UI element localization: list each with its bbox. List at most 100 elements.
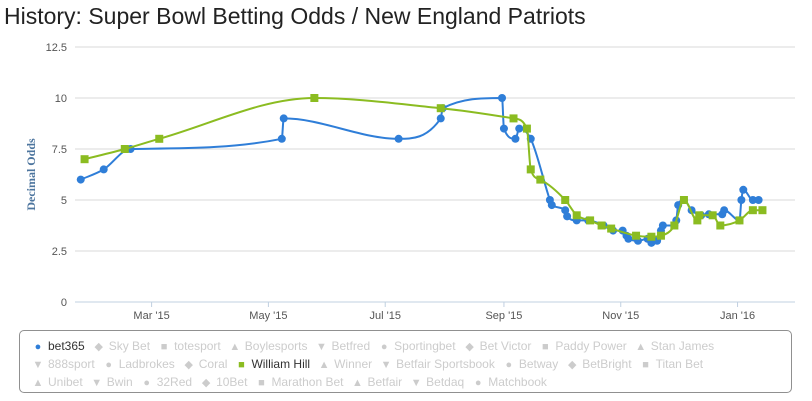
data-point-william-hill[interactable] — [632, 231, 641, 240]
data-point-bet365[interactable] — [76, 175, 85, 184]
legend-item-ladbrokes[interactable]: ● Ladbrokes — [101, 355, 174, 374]
legend-marker-icon: ■ — [258, 377, 265, 389]
data-point-william-hill[interactable] — [748, 206, 757, 215]
data-point-bet365[interactable] — [277, 134, 286, 143]
legend-item-unibet[interactable]: ▲ Unibet — [30, 373, 83, 392]
data-point-bet365[interactable] — [739, 185, 748, 194]
legend-item-sportingbet[interactable]: ● Sportingbet — [376, 337, 456, 356]
data-point-william-hill[interactable] — [80, 155, 89, 164]
legend-item-label: Titan Bet — [655, 357, 704, 371]
data-point-bet365[interactable] — [658, 221, 667, 230]
data-point-bet365[interactable] — [561, 206, 570, 215]
legend-item-betfair-sportsbook[interactable]: ▼ Betfair Sportsbook — [378, 355, 495, 374]
legend-item-label: Betway — [518, 357, 559, 371]
legend-item-titan-bet[interactable]: ■ Titan Bet — [638, 355, 704, 374]
data-point-william-hill[interactable] — [586, 216, 595, 225]
data-point-bet365[interactable] — [279, 114, 288, 123]
data-point-william-hill[interactable] — [693, 216, 702, 225]
x-tick-label: Jan '16 — [720, 310, 755, 322]
data-point-bet365[interactable] — [498, 94, 507, 102]
data-point-bet365[interactable] — [499, 124, 508, 133]
data-point-william-hill[interactable] — [155, 134, 164, 143]
legend-item-william-hill[interactable]: ■ William Hill — [233, 355, 310, 374]
legend-item-bet365[interactable]: ● bet365 — [30, 337, 85, 356]
legend-marker-icon: ■ — [238, 359, 245, 371]
legend-item-888sport[interactable]: ▼ 888sport — [30, 355, 95, 374]
legend-marker-icon: ▲ — [635, 341, 647, 353]
legend-item-betfred[interactable]: ▼ Betfred — [313, 337, 370, 356]
data-point-william-hill[interactable] — [656, 231, 665, 240]
data-point-william-hill[interactable] — [509, 114, 518, 123]
legend-item-boylesports[interactable]: ▲ Boylesports — [227, 337, 307, 356]
data-point-bet365[interactable] — [547, 201, 556, 210]
legend-marker-icon: ◆ — [201, 377, 211, 389]
data-point-bet365[interactable] — [99, 165, 108, 174]
legend-item-betfair[interactable]: ▲ Betfair — [349, 373, 402, 392]
legend-row: ● bet365 ◆ Sky Bet ■ totesport ▲ Boylesports ▼ Be… — [30, 337, 785, 355]
chart-title: History: Super Bowl Betting Odds / New E… — [4, 3, 586, 29]
data-point-bet365[interactable] — [436, 114, 445, 123]
legend-item-label: Unibet — [48, 375, 83, 389]
data-point-william-hill[interactable] — [735, 216, 744, 225]
data-point-william-hill[interactable] — [120, 145, 129, 153]
legend-item-betdaq[interactable]: ▼ Betdaq — [408, 373, 465, 392]
legend-item-label: Sportingbet — [394, 339, 456, 353]
data-point-bet365[interactable] — [748, 196, 757, 204]
data-point-bet365[interactable] — [720, 206, 729, 215]
data-point-william-hill[interactable] — [310, 94, 319, 102]
data-point-william-hill[interactable] — [758, 206, 767, 215]
legend-item-bet-victor[interactable]: ◆ Bet Victor — [462, 337, 531, 356]
data-point-william-hill[interactable] — [695, 211, 704, 220]
x-tick-label: Jul '15 — [369, 310, 400, 322]
data-point-william-hill[interactable] — [708, 211, 717, 220]
legend-item-32red[interactable]: ● 32Red — [139, 373, 192, 392]
data-point-bet365[interactable] — [511, 134, 520, 143]
y-tick-label: 10 — [55, 93, 67, 105]
legend-item-label: Stan James — [650, 339, 715, 353]
legend-item-label: Betfair — [367, 375, 403, 389]
legend-item-bwin[interactable]: ▼ Bwin — [89, 373, 132, 392]
data-point-william-hill[interactable] — [679, 196, 688, 204]
legend-marker-icon: ● — [143, 377, 151, 389]
legend-item-paddy-power[interactable]: ■ Paddy Power — [537, 337, 627, 356]
data-point-william-hill[interactable] — [647, 232, 656, 241]
data-point-bet365[interactable] — [563, 212, 572, 221]
data-point-william-hill[interactable] — [561, 196, 570, 204]
legend-item-matchbook[interactable]: ● Matchbook — [470, 373, 547, 392]
legend-item-coral[interactable]: ◆ Coral — [181, 355, 228, 374]
y-tick-label: 0 — [61, 297, 67, 309]
legend-item-label: Winner — [334, 357, 373, 371]
data-point-william-hill[interactable] — [597, 221, 606, 230]
data-point-bet365[interactable] — [754, 196, 763, 204]
legend-item-label: 32Red — [156, 375, 193, 389]
legend-marker-icon: ● — [474, 377, 482, 389]
legend-marker-icon: ▼ — [316, 341, 327, 353]
data-point-william-hill[interactable] — [670, 221, 679, 230]
legend-item-totesport[interactable]: ■ totesport — [156, 337, 221, 356]
legend-item-sky-bet[interactable]: ◆ Sky Bet — [91, 337, 150, 356]
data-point-bet365[interactable] — [515, 124, 524, 133]
data-point-bet365[interactable] — [394, 134, 403, 143]
legend-item-label: BetBright — [582, 357, 632, 371]
data-point-william-hill[interactable] — [436, 104, 445, 113]
legend-item-betway[interactable]: ● Betway — [501, 355, 559, 374]
legend-marker-icon: ▲ — [229, 341, 241, 353]
legend-item-label: 10Bet — [216, 375, 248, 389]
legend-item-10bet[interactable]: ◆ 10Bet — [198, 373, 248, 392]
legend-item-betbright[interactable]: ◆ BetBright — [564, 355, 632, 374]
data-point-william-hill[interactable] — [607, 224, 616, 233]
data-point-william-hill[interactable] — [536, 175, 545, 184]
data-point-william-hill[interactable] — [572, 211, 581, 220]
data-point-william-hill[interactable] — [526, 165, 535, 174]
legend-marker-icon: ▼ — [32, 359, 44, 371]
y-tick-label: 2.5 — [52, 246, 67, 258]
data-point-bet365[interactable] — [737, 196, 746, 204]
data-point-william-hill[interactable] — [522, 124, 531, 133]
data-point-bet365[interactable] — [624, 234, 633, 243]
legend-item-label: Betdaq — [426, 375, 465, 389]
legend-item-label: bet365 — [48, 339, 85, 353]
legend-item-winner[interactable]: ▲ Winner — [316, 355, 372, 374]
legend-item-marathon-bet[interactable]: ■ Marathon Bet — [253, 373, 343, 392]
data-point-william-hill[interactable] — [716, 221, 725, 230]
legend-item-stan-james[interactable]: ▲ Stan James — [633, 337, 714, 356]
